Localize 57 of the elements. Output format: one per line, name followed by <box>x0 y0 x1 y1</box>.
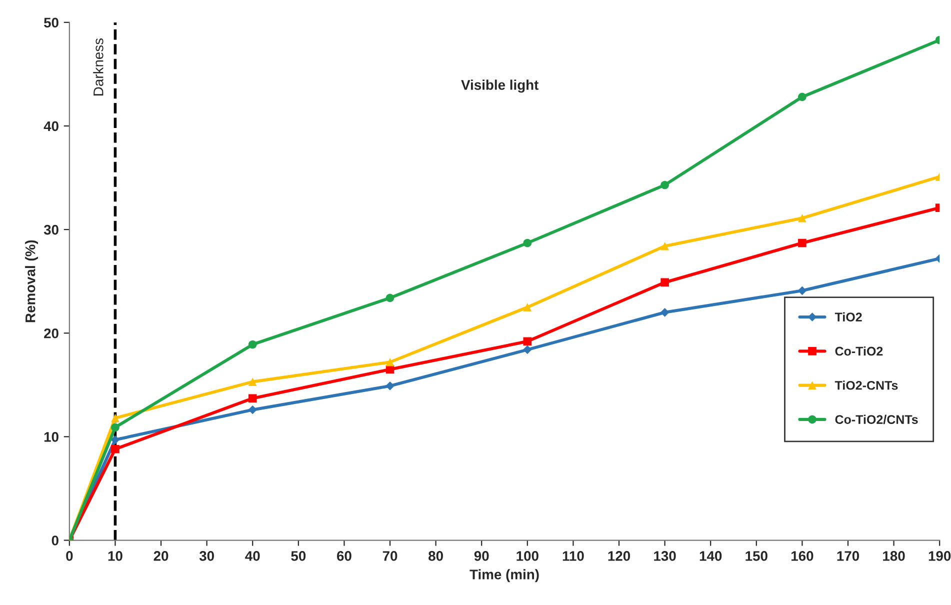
x-tick-label: 60 <box>336 551 352 561</box>
point <box>523 303 532 312</box>
point <box>522 345 532 354</box>
point <box>111 414 120 422</box>
x-tick-label: 100 <box>516 551 538 561</box>
point <box>660 242 669 250</box>
y-tick-label: 0 <box>52 536 58 546</box>
x-tick-label: 10 <box>108 551 122 561</box>
x-tick-label: 170 <box>837 551 860 561</box>
point <box>248 378 257 386</box>
point <box>523 337 532 346</box>
ref-line-label: Darkness <box>93 38 104 96</box>
y-tick-label: 40 <box>44 121 58 132</box>
x-tick-label: 40 <box>245 551 260 561</box>
y-tick-label: 10 <box>44 432 58 442</box>
point <box>111 444 120 454</box>
point <box>110 435 120 444</box>
point <box>798 214 806 222</box>
x-tick-label: 0 <box>66 551 73 561</box>
x-tick-label: 130 <box>654 551 676 561</box>
point <box>386 382 394 390</box>
x-tick-label: 80 <box>428 551 443 561</box>
x-tick-label: 120 <box>608 551 630 561</box>
x-tick-label: 190 <box>928 551 951 561</box>
legend-label: TiO2 <box>834 312 862 322</box>
annotation: Visible light <box>461 80 539 93</box>
x-tick-label: 30 <box>199 551 214 561</box>
point <box>248 405 258 414</box>
y-tick-label: 20 <box>44 328 58 338</box>
legend-label: TiO2-CNTs <box>834 380 898 390</box>
legend-label: Co-TiO2 <box>835 346 883 356</box>
x-axis-title: Time (min) <box>470 569 539 582</box>
x-tick-label: 180 <box>883 551 905 561</box>
y-axis-title: Removal (%) <box>25 240 38 322</box>
point <box>798 238 806 248</box>
x-tick-label: 110 <box>562 551 584 561</box>
point <box>386 294 394 302</box>
y-tick-label: 50 <box>44 18 58 28</box>
x-tick-label: 90 <box>474 551 489 561</box>
x-tick-label: 20 <box>154 551 168 561</box>
x-tick-label: 70 <box>382 551 398 561</box>
x-tick-label: 160 <box>791 551 814 561</box>
point <box>798 286 807 296</box>
point <box>248 394 257 403</box>
x-tick-label: 140 <box>700 551 722 561</box>
point <box>660 278 669 287</box>
x-tick-label: 150 <box>746 551 768 561</box>
point <box>248 340 257 349</box>
legend-label: Co-TiO2/CNTs <box>835 414 918 424</box>
point <box>386 358 394 366</box>
point <box>660 308 670 317</box>
point <box>660 180 669 190</box>
point <box>798 92 806 102</box>
point <box>111 423 120 432</box>
point <box>523 238 532 248</box>
x-tick-label: 50 <box>291 551 306 561</box>
y-tick-label: 30 <box>44 224 58 235</box>
